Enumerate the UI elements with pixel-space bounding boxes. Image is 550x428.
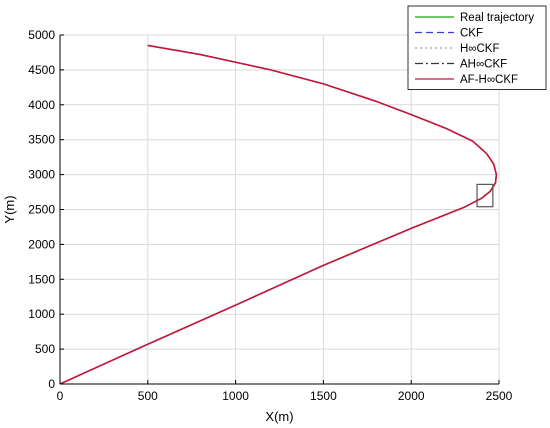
y-tick-label: 4000 bbox=[28, 98, 55, 112]
y-tick-label: 3500 bbox=[28, 133, 55, 147]
x-tick-label: 1500 bbox=[310, 389, 337, 403]
legend-label: CKF bbox=[460, 28, 483, 40]
zoom-rectangle bbox=[476, 183, 494, 208]
legend-label: H∞CKF bbox=[460, 43, 500, 55]
series-line-ah-ckf bbox=[59, 44, 497, 385]
y-tick-label: 1500 bbox=[28, 272, 55, 286]
series-line-h-ckf bbox=[59, 44, 497, 385]
x-tick-label: 500 bbox=[138, 389, 158, 403]
x-tick-label: 1000 bbox=[222, 389, 249, 403]
tick-labels: 0 500 1000 1500 2000 2500 0 500 1000 1500 2000 2500… bbox=[28, 28, 512, 403]
y-tick-label: 3000 bbox=[28, 168, 55, 182]
x-tick-label: 2000 bbox=[398, 389, 425, 403]
y-tick-label: 500 bbox=[35, 342, 55, 356]
series-line-af-h-ckf bbox=[59, 44, 498, 385]
legend-label: AF-H∞CKF bbox=[460, 74, 518, 86]
y-tick-label: 4500 bbox=[28, 63, 55, 77]
y-tick-label: 2000 bbox=[28, 237, 55, 251]
x-axis-label: X(m) bbox=[265, 409, 293, 424]
y-axis-label: Y(m) bbox=[2, 195, 17, 223]
y-tick-label: 1000 bbox=[28, 307, 55, 321]
series-lines bbox=[59, 44, 498, 385]
series-line-ckf bbox=[59, 44, 497, 385]
grid bbox=[59, 34, 500, 385]
y-tick-label: 2500 bbox=[28, 203, 55, 217]
x-tick-label: 0 bbox=[57, 389, 64, 403]
y-tick-label: 5000 bbox=[28, 28, 55, 42]
axes bbox=[59, 34, 500, 385]
y-tick-label: 0 bbox=[48, 377, 55, 391]
zoom-box bbox=[476, 183, 494, 208]
legend-label: AH∞CKF bbox=[460, 59, 507, 71]
series-line-real-trajectory bbox=[59, 44, 497, 385]
legend-label: Real trajectory bbox=[460, 12, 534, 24]
x-tick-label: 2500 bbox=[486, 389, 513, 403]
legend: Real trajectory CKF H∞CKF AH∞CKF AF-H∞CKF bbox=[407, 5, 547, 90]
